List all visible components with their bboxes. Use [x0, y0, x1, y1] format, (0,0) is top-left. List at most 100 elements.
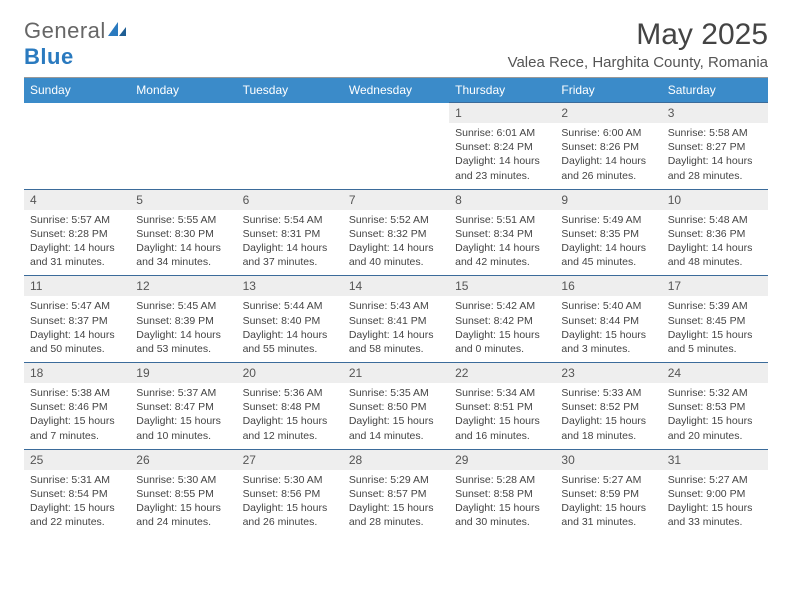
- location-text: Valea Rece, Harghita County, Romania: [508, 54, 768, 71]
- day-number: 26: [130, 449, 236, 470]
- day-body: [237, 123, 343, 189]
- day-number: [237, 103, 343, 124]
- sunset-text: Sunset: 8:53 PM: [668, 400, 762, 414]
- daylight-text: Daylight: 15 hours and 10 minutes.: [136, 414, 230, 442]
- sunrise-text: Sunrise: 5:30 AM: [243, 473, 337, 487]
- sunset-text: Sunset: 8:47 PM: [136, 400, 230, 414]
- daylight-text: Daylight: 15 hours and 20 minutes.: [668, 414, 762, 442]
- sunrise-text: Sunrise: 5:33 AM: [561, 386, 655, 400]
- sunset-text: Sunset: 8:35 PM: [561, 227, 655, 241]
- sunset-text: Sunset: 8:28 PM: [30, 227, 124, 241]
- day-body: Sunrise: 5:37 AMSunset: 8:47 PMDaylight:…: [130, 383, 236, 449]
- daylight-text: Daylight: 14 hours and 23 minutes.: [455, 154, 549, 182]
- day-body: Sunrise: 5:47 AMSunset: 8:37 PMDaylight:…: [24, 296, 130, 362]
- sunrise-text: Sunrise: 5:27 AM: [668, 473, 762, 487]
- day-number: 13: [237, 276, 343, 297]
- sunrise-text: Sunrise: 5:42 AM: [455, 299, 549, 313]
- sunrise-text: Sunrise: 5:36 AM: [243, 386, 337, 400]
- sunset-text: Sunset: 8:58 PM: [455, 487, 549, 501]
- dow-header: Wednesday: [343, 78, 449, 103]
- day-number: 29: [449, 449, 555, 470]
- day-number: 4: [24, 189, 130, 210]
- sunrise-text: Sunrise: 5:48 AM: [668, 213, 762, 227]
- sunset-text: Sunset: 8:46 PM: [30, 400, 124, 414]
- sunset-text: Sunset: 8:45 PM: [668, 314, 762, 328]
- daylight-text: Daylight: 14 hours and 40 minutes.: [349, 241, 443, 269]
- dow-header: Saturday: [662, 78, 768, 103]
- day-body: Sunrise: 5:58 AMSunset: 8:27 PMDaylight:…: [662, 123, 768, 189]
- sunrise-text: Sunrise: 5:35 AM: [349, 386, 443, 400]
- sunset-text: Sunset: 8:59 PM: [561, 487, 655, 501]
- sunrise-text: Sunrise: 5:39 AM: [668, 299, 762, 313]
- daylight-text: Daylight: 15 hours and 30 minutes.: [455, 501, 549, 529]
- daylight-text: Daylight: 14 hours and 42 minutes.: [455, 241, 549, 269]
- sunrise-text: Sunrise: 5:49 AM: [561, 213, 655, 227]
- sunset-text: Sunset: 8:32 PM: [349, 227, 443, 241]
- sunset-text: Sunset: 8:42 PM: [455, 314, 549, 328]
- sunset-text: Sunset: 8:36 PM: [668, 227, 762, 241]
- day-body: Sunrise: 5:40 AMSunset: 8:44 PMDaylight:…: [555, 296, 661, 362]
- sunrise-text: Sunrise: 5:32 AM: [668, 386, 762, 400]
- day-number: 12: [130, 276, 236, 297]
- week-daynum-row: 25262728293031: [24, 449, 768, 470]
- day-number: 11: [24, 276, 130, 297]
- sunrise-text: Sunrise: 5:44 AM: [243, 299, 337, 313]
- day-body: Sunrise: 5:32 AMSunset: 8:53 PMDaylight:…: [662, 383, 768, 449]
- logo: General Blue: [24, 18, 128, 70]
- day-body: Sunrise: 5:57 AMSunset: 8:28 PMDaylight:…: [24, 210, 130, 276]
- daylight-text: Daylight: 14 hours and 37 minutes.: [243, 241, 337, 269]
- week-daynum-row: 18192021222324: [24, 363, 768, 384]
- dow-header: Thursday: [449, 78, 555, 103]
- sunset-text: Sunset: 8:27 PM: [668, 140, 762, 154]
- daylight-text: Daylight: 15 hours and 22 minutes.: [30, 501, 124, 529]
- day-number: 23: [555, 363, 661, 384]
- day-number: [343, 103, 449, 124]
- day-body: [130, 123, 236, 189]
- day-of-week-row: SundayMondayTuesdayWednesdayThursdayFrid…: [24, 78, 768, 103]
- sunrise-text: Sunrise: 5:45 AM: [136, 299, 230, 313]
- day-number: 31: [662, 449, 768, 470]
- sunset-text: Sunset: 8:55 PM: [136, 487, 230, 501]
- day-number: 30: [555, 449, 661, 470]
- daylight-text: Daylight: 14 hours and 50 minutes.: [30, 328, 124, 356]
- week-body-row: Sunrise: 5:31 AMSunset: 8:54 PMDaylight:…: [24, 470, 768, 536]
- day-body: Sunrise: 5:42 AMSunset: 8:42 PMDaylight:…: [449, 296, 555, 362]
- daylight-text: Daylight: 15 hours and 24 minutes.: [136, 501, 230, 529]
- sunrise-text: Sunrise: 6:00 AM: [561, 126, 655, 140]
- sunset-text: Sunset: 8:30 PM: [136, 227, 230, 241]
- daylight-text: Daylight: 15 hours and 33 minutes.: [668, 501, 762, 529]
- week-body-row: Sunrise: 5:57 AMSunset: 8:28 PMDaylight:…: [24, 210, 768, 276]
- sunrise-text: Sunrise: 5:47 AM: [30, 299, 124, 313]
- day-body: Sunrise: 5:51 AMSunset: 8:34 PMDaylight:…: [449, 210, 555, 276]
- dow-header: Sunday: [24, 78, 130, 103]
- sunrise-text: Sunrise: 5:40 AM: [561, 299, 655, 313]
- week-daynum-row: 45678910: [24, 189, 768, 210]
- day-number: 21: [343, 363, 449, 384]
- title-block: May 2025 Valea Rece, Harghita County, Ro…: [508, 18, 768, 71]
- daylight-text: Daylight: 15 hours and 3 minutes.: [561, 328, 655, 356]
- day-number: 25: [24, 449, 130, 470]
- day-number: 5: [130, 189, 236, 210]
- week-body-row: Sunrise: 5:47 AMSunset: 8:37 PMDaylight:…: [24, 296, 768, 362]
- day-body: Sunrise: 5:27 AMSunset: 8:59 PMDaylight:…: [555, 470, 661, 536]
- daylight-text: Daylight: 14 hours and 48 minutes.: [668, 241, 762, 269]
- daylight-text: Daylight: 15 hours and 28 minutes.: [349, 501, 443, 529]
- sunset-text: Sunset: 8:50 PM: [349, 400, 443, 414]
- logo-text-2: Blue: [24, 44, 74, 69]
- daylight-text: Daylight: 14 hours and 28 minutes.: [668, 154, 762, 182]
- day-number: 6: [237, 189, 343, 210]
- day-body: Sunrise: 5:38 AMSunset: 8:46 PMDaylight:…: [24, 383, 130, 449]
- sunrise-text: Sunrise: 5:55 AM: [136, 213, 230, 227]
- sunset-text: Sunset: 8:26 PM: [561, 140, 655, 154]
- day-number: 27: [237, 449, 343, 470]
- daylight-text: Daylight: 14 hours and 55 minutes.: [243, 328, 337, 356]
- sunset-text: Sunset: 8:56 PM: [243, 487, 337, 501]
- daylight-text: Daylight: 15 hours and 7 minutes.: [30, 414, 124, 442]
- sunrise-text: Sunrise: 5:37 AM: [136, 386, 230, 400]
- daylight-text: Daylight: 15 hours and 12 minutes.: [243, 414, 337, 442]
- page-header: General Blue May 2025 Valea Rece, Harghi…: [24, 18, 768, 71]
- sunset-text: Sunset: 8:31 PM: [243, 227, 337, 241]
- sunrise-text: Sunrise: 5:54 AM: [243, 213, 337, 227]
- day-number: 7: [343, 189, 449, 210]
- sunrise-text: Sunrise: 5:51 AM: [455, 213, 549, 227]
